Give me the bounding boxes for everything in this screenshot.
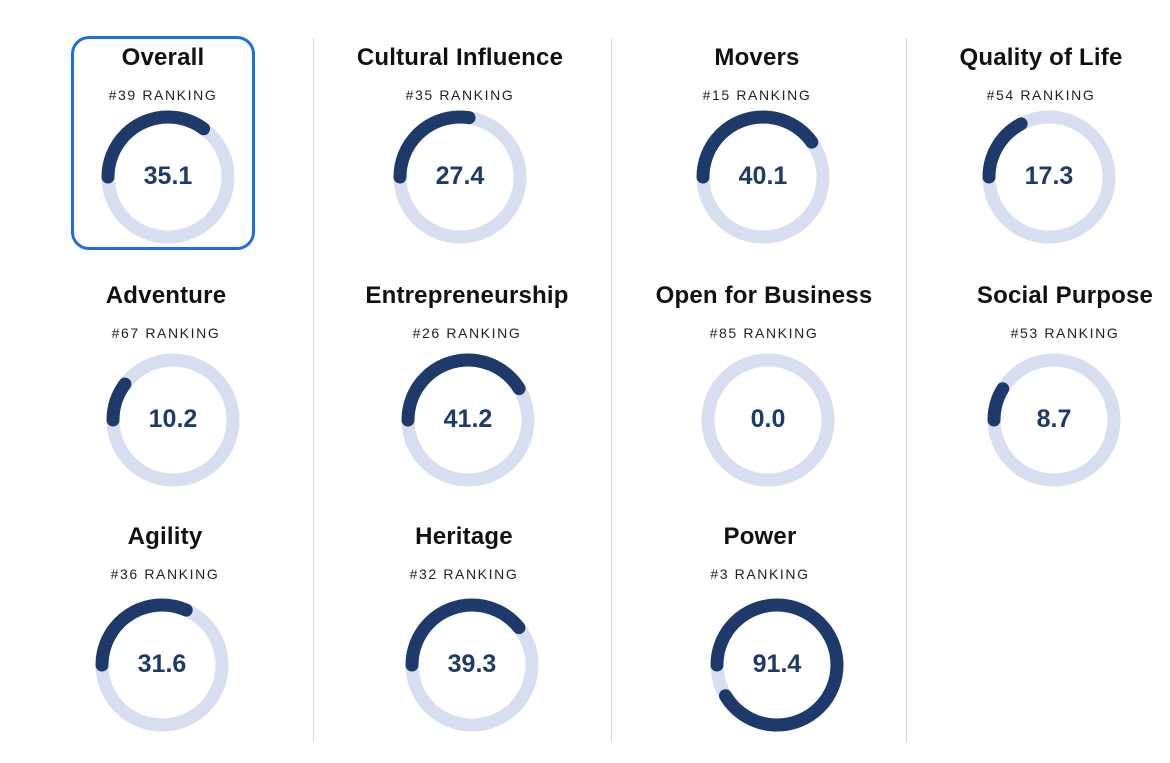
column-divider: [906, 38, 907, 742]
column-divider: [611, 38, 612, 742]
card-ranking: #36 RANKING: [35, 566, 295, 582]
card-title: Power: [723, 523, 797, 550]
score-card-agility[interactable]: Agility #36 RANKING 31.6: [35, 523, 295, 763]
gauge-arc: [95, 598, 229, 732]
score-gauge: [987, 353, 1121, 487]
score-gauge: [710, 598, 844, 732]
score-card-cultural-influence[interactable]: Cultural Influence #35 RANKING 27.4: [330, 44, 590, 284]
card-ranking: #85 RANKING: [634, 325, 894, 341]
score-gauge: [106, 353, 240, 487]
score-card-quality-of-life[interactable]: Quality of Life #54 RANKING 17.3: [911, 44, 1170, 284]
card-score: 27.4: [435, 162, 485, 190]
column-divider: [313, 38, 314, 742]
ranking-label: RANKING: [145, 325, 221, 341]
card-ranking: #39 RANKING: [33, 87, 293, 103]
ranking-number: #3: [710, 566, 730, 582]
score-gauge: [393, 110, 527, 244]
ranking-number: #85: [709, 325, 738, 341]
selected-card-frame: [71, 36, 255, 250]
gauge-arc: [982, 110, 1116, 244]
ranking-label: RANKING: [743, 325, 819, 341]
score-gauge: [982, 110, 1116, 244]
card-score: 91.4: [752, 650, 802, 678]
ranking-number: #35: [405, 87, 434, 103]
ranking-number: #39: [108, 87, 137, 103]
ranking-number: #15: [702, 87, 731, 103]
ranking-label: RANKING: [1020, 87, 1096, 103]
card-score: 0.0: [750, 405, 786, 433]
score-gauge: [405, 598, 539, 732]
card-ranking: #32 RANKING: [334, 566, 594, 582]
gauge-arc: [405, 598, 539, 732]
ranking-label: RANKING: [734, 566, 810, 582]
score-card-social-purpose[interactable]: Social Purpose #53 RANKING 8.7: [935, 282, 1170, 522]
score-card-open-for-business[interactable]: Open for Business #85 RANKING 0.0: [634, 282, 894, 522]
gauge-arc: [987, 353, 1121, 487]
card-ranking: #67 RANKING: [36, 325, 296, 341]
gauge-arc: [710, 598, 844, 732]
gauge-arc: [393, 110, 527, 244]
card-title: Adventure: [105, 282, 227, 309]
card-title: Agility: [127, 523, 203, 550]
card-ranking: #3 RANKING: [630, 566, 890, 582]
ranking-label: RANKING: [1044, 325, 1120, 341]
score-gauge: [701, 353, 835, 487]
card-score: 35.1: [143, 162, 193, 190]
card-ranking: #15 RANKING: [627, 87, 887, 103]
ranking-number: #26: [412, 325, 441, 341]
card-title: Cultural Influence: [356, 44, 564, 71]
card-ranking: #53 RANKING: [935, 325, 1170, 341]
gauge-arc: [101, 110, 235, 244]
ranking-number: #36: [110, 566, 139, 582]
gauge-track: [701, 353, 835, 487]
score-card-movers[interactable]: Movers #15 RANKING 40.1: [627, 44, 887, 284]
card-ranking: #26 RANKING: [337, 325, 597, 341]
card-title: Heritage: [415, 523, 513, 550]
score-gauge: [401, 353, 535, 487]
card-score: 40.1: [738, 162, 788, 190]
ranking-label: RANKING: [144, 566, 220, 582]
ranking-label: RANKING: [446, 325, 522, 341]
card-score: 31.6: [137, 650, 187, 678]
card-score: 8.7: [1036, 405, 1072, 433]
ranking-label: RANKING: [439, 87, 515, 103]
gauge-arc: [401, 353, 535, 487]
gauge-arc: [106, 353, 240, 487]
card-title: Open for Business: [655, 282, 873, 309]
card-ranking: #54 RANKING: [911, 87, 1170, 103]
ranking-number: #32: [409, 566, 438, 582]
score-card-adventure[interactable]: Adventure #67 RANKING 10.2: [36, 282, 296, 522]
score-gauge: [95, 598, 229, 732]
ranking-label: RANKING: [443, 566, 519, 582]
card-title: Quality of Life: [959, 44, 1123, 71]
ranking-number: #67: [111, 325, 140, 341]
gauge-arc: [696, 110, 830, 244]
card-title: Movers: [714, 44, 800, 71]
card-score: 17.3: [1024, 162, 1074, 190]
score-card-power[interactable]: Power #3 RANKING 91.4: [630, 523, 890, 763]
card-ranking: #35 RANKING: [330, 87, 590, 103]
score-gauge: [101, 110, 235, 244]
score-gauge: [696, 110, 830, 244]
ranking-number: #53: [1010, 325, 1039, 341]
score-card-heritage[interactable]: Heritage #32 RANKING 39.3: [334, 523, 594, 763]
card-score: 10.2: [148, 405, 198, 433]
card-title: Social Purpose: [976, 282, 1154, 309]
score-card-entrepreneurship[interactable]: Entrepreneurship #26 RANKING 41.2: [337, 282, 597, 522]
card-title: Entrepreneurship: [365, 282, 569, 309]
card-title: Overall: [121, 44, 205, 71]
card-score: 41.2: [443, 405, 493, 433]
ranking-label: RANKING: [142, 87, 218, 103]
ranking-number: #54: [986, 87, 1015, 103]
score-card-overall[interactable]: Overall #39 RANKING 35.1: [33, 44, 293, 284]
ranking-label: RANKING: [736, 87, 812, 103]
card-score: 39.3: [447, 650, 497, 678]
